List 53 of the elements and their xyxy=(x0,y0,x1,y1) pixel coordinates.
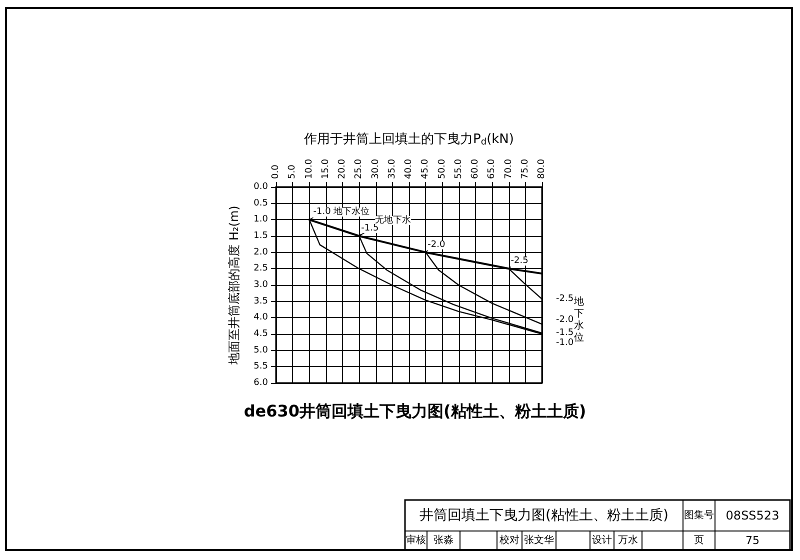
text: 校对 xyxy=(498,534,520,546)
text: 井筒回填土下曳力图(粘性土、粉土土质) xyxy=(420,508,668,524)
annotation: 无地下水 xyxy=(375,214,412,226)
text: 万水 xyxy=(618,534,638,546)
series-label: -2.0 xyxy=(428,240,446,250)
text: -2.5 xyxy=(556,294,574,304)
x-tick-label: 0.0 xyxy=(271,164,281,179)
text: 审核 xyxy=(406,534,426,546)
y-tick-label: 0.0 xyxy=(254,182,268,192)
text: 08SS523 xyxy=(726,508,780,522)
text: 页 xyxy=(694,535,704,546)
text: -2.0 xyxy=(556,315,574,326)
text: 张淼 xyxy=(434,534,454,546)
y-tick-label: 3.0 xyxy=(254,280,268,290)
annotation: -1.0 地下水位 xyxy=(313,206,370,218)
x-tick-label: 5.0 xyxy=(288,164,298,179)
y-tick-label: 1.5 xyxy=(254,231,268,241)
y-tick-label: 5.5 xyxy=(254,362,268,372)
text: 图集号 xyxy=(684,509,714,521)
x-tick-label: 65.0 xyxy=(487,158,498,179)
text: 地下水位 xyxy=(573,296,584,344)
x-tick-label: 55.0 xyxy=(454,158,464,179)
y-tick-label: 4.5 xyxy=(254,329,268,339)
y-axis-title: 地面至井筒底部的高度 H₂(m) xyxy=(227,206,241,366)
x-tick-label: 20.0 xyxy=(338,158,348,179)
y-tick-label: 2.0 xyxy=(254,247,268,258)
text: 张文华 xyxy=(524,534,554,546)
y-tick-label: 2.5 xyxy=(254,264,268,274)
y-tick-label: 6.0 xyxy=(254,378,268,388)
x-tick-label: 40.0 xyxy=(404,158,414,179)
text: 设计 xyxy=(592,534,612,546)
x-tick-label: 15.0 xyxy=(320,158,331,179)
x-tick-label: 50.0 xyxy=(437,158,448,179)
text: -1.5 xyxy=(556,328,574,338)
x-tick-label: 70.0 xyxy=(504,158,514,179)
y-tick-label: 5.0 xyxy=(254,345,268,356)
x-tick-label: 10.0 xyxy=(304,158,314,179)
x-tick-label: 75.0 xyxy=(520,158,530,179)
x-tick-label: 45.0 xyxy=(420,158,431,179)
x-tick-label: 60.0 xyxy=(470,158,480,179)
series-label: -2.5 xyxy=(510,256,528,266)
y-tick-label: 0.5 xyxy=(254,198,268,208)
x-tick-label: 35.0 xyxy=(387,158,398,179)
y-tick-label: 1.0 xyxy=(254,214,268,225)
y-tick-label: 4.0 xyxy=(254,312,268,323)
y-tick-label: 3.5 xyxy=(254,296,268,306)
x-tick-label: 25.0 xyxy=(354,158,364,179)
text: de630井筒回填土下曳力图(粘性土、粉土土质) xyxy=(244,402,586,420)
series-label: -1.5 xyxy=(361,224,379,234)
text: 75 xyxy=(746,534,760,547)
x-tick-label: 80.0 xyxy=(537,158,547,179)
series-label: -1.0 xyxy=(556,338,574,348)
x-tick-label: 30.0 xyxy=(370,158,381,179)
